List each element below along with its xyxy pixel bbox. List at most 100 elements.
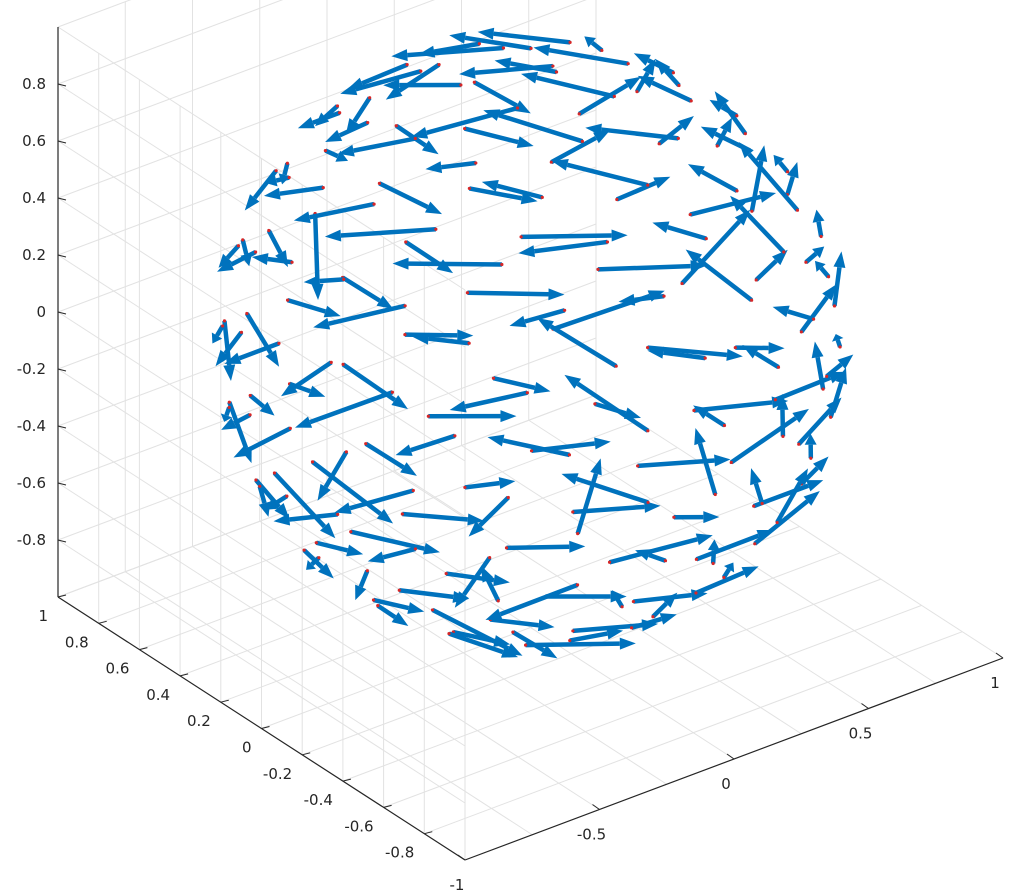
arrow-shaft bbox=[257, 485, 267, 504]
arrow-head bbox=[516, 136, 534, 148]
sample-point bbox=[593, 402, 597, 406]
arrow-shaft bbox=[569, 631, 608, 643]
vector-arrow bbox=[251, 253, 294, 265]
sample-point bbox=[631, 599, 635, 604]
arrow-shaft bbox=[302, 548, 324, 570]
vector-arrow bbox=[521, 71, 616, 99]
sample-point bbox=[525, 391, 529, 395]
arrow-head bbox=[693, 405, 710, 420]
sample-point bbox=[600, 48, 604, 53]
arrow-head bbox=[421, 140, 439, 155]
vector-arrow bbox=[449, 31, 533, 51]
back-wall-grid-line bbox=[57, 0, 435, 142]
vector-arrow bbox=[730, 195, 786, 254]
sample-point bbox=[804, 260, 808, 264]
vector-arrow bbox=[248, 393, 275, 416]
vector-arrow bbox=[218, 244, 241, 268]
arrow-shaft bbox=[282, 162, 290, 176]
sample-point bbox=[646, 183, 650, 187]
arrow-head bbox=[318, 563, 334, 579]
vector-arrow bbox=[430, 607, 523, 656]
arrow-head bbox=[293, 211, 311, 224]
vector-arrow bbox=[306, 556, 321, 570]
vector-arrow bbox=[334, 488, 415, 514]
arrow-shaft bbox=[533, 239, 608, 254]
sample-point bbox=[245, 311, 249, 316]
sample-point bbox=[529, 46, 533, 50]
sample-point bbox=[444, 571, 448, 576]
sample-point bbox=[365, 569, 369, 573]
arrow-shaft bbox=[240, 239, 249, 255]
vector-arrow bbox=[376, 603, 409, 627]
back-wall-grid-line bbox=[57, 280, 597, 484]
sample-point bbox=[368, 96, 372, 100]
sample-point bbox=[472, 80, 476, 84]
arrow-shaft bbox=[497, 112, 584, 144]
sample-point bbox=[426, 414, 430, 418]
arrow-head bbox=[677, 115, 694, 131]
vector-arrow bbox=[618, 293, 666, 306]
arrow-head bbox=[483, 109, 501, 121]
arrow-head bbox=[385, 85, 403, 100]
sample-point bbox=[672, 515, 676, 519]
sample-point bbox=[722, 423, 727, 428]
arrow-head bbox=[637, 75, 655, 89]
sample-point bbox=[554, 70, 559, 74]
arrow-head bbox=[700, 126, 718, 140]
vector-arrow bbox=[773, 154, 790, 174]
side-wall-grid-line bbox=[57, 140, 466, 405]
arrow-head bbox=[391, 612, 409, 627]
y-tick bbox=[261, 726, 270, 729]
arrow-shaft bbox=[407, 45, 504, 58]
arrow-shaft bbox=[525, 641, 620, 648]
sample-point bbox=[314, 541, 318, 545]
vector-arrow bbox=[462, 126, 534, 148]
arrow-shaft bbox=[615, 180, 657, 202]
arrow-head bbox=[685, 249, 703, 265]
arrow-shaft bbox=[408, 261, 502, 267]
z-tick-label: 0.4 bbox=[22, 189, 46, 207]
arrow-head bbox=[425, 161, 443, 174]
arrow-shaft bbox=[819, 266, 831, 279]
arrow-head bbox=[618, 293, 636, 306]
arrow-shaft bbox=[739, 205, 786, 254]
sample-point bbox=[488, 556, 492, 560]
sample-point bbox=[290, 260, 294, 264]
sample-point bbox=[400, 512, 404, 516]
arrow-head bbox=[392, 257, 409, 270]
arrow-shaft bbox=[657, 124, 683, 146]
arrow-shaft bbox=[832, 267, 842, 307]
x-tick bbox=[457, 854, 466, 861]
arrow-shaft bbox=[350, 529, 425, 551]
arrow-head bbox=[730, 195, 746, 212]
x-tick-label: -1 bbox=[450, 876, 465, 894]
sample-point bbox=[302, 548, 306, 552]
sample-point bbox=[467, 341, 471, 345]
vector-arrow bbox=[425, 160, 478, 174]
arrow-head bbox=[335, 150, 349, 162]
sample-point bbox=[376, 604, 380, 608]
arrow-shaft bbox=[404, 240, 441, 267]
arrow-head bbox=[738, 142, 754, 159]
arrow-head bbox=[832, 334, 844, 342]
arrow-shaft bbox=[550, 135, 597, 165]
sample-point bbox=[773, 398, 777, 402]
sample-point bbox=[646, 500, 650, 505]
vector-arrow bbox=[293, 201, 376, 224]
arrow-head bbox=[337, 144, 355, 157]
sample-point bbox=[413, 136, 417, 141]
arrow-shaft bbox=[785, 176, 795, 196]
sample-point bbox=[462, 126, 467, 131]
z-tick bbox=[57, 83, 67, 87]
arrow-shaft bbox=[705, 412, 726, 428]
vector-arrow bbox=[324, 227, 438, 242]
arrow-head bbox=[776, 393, 789, 410]
vector-arrow bbox=[463, 477, 516, 490]
x-tick-label: 0.5 bbox=[849, 725, 873, 743]
arrow-head bbox=[274, 502, 290, 520]
arrow-shaft bbox=[804, 251, 818, 264]
arrow-shaft bbox=[664, 69, 681, 88]
arrow-shaft bbox=[474, 63, 554, 75]
sample-point bbox=[405, 63, 409, 67]
